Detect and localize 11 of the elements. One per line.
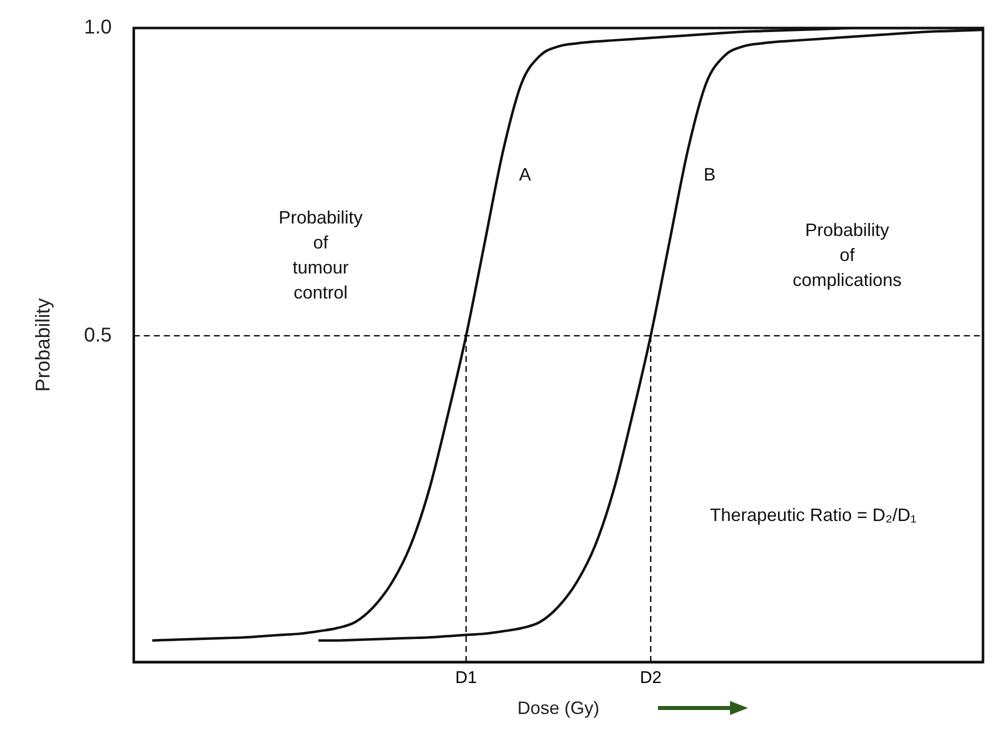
series-label: A xyxy=(519,164,532,185)
x-tick-label: D2 xyxy=(640,668,662,687)
annotation: Probability of complications xyxy=(792,220,902,290)
annotation: Therapeutic Ratio = D₂/D₁ xyxy=(710,505,916,526)
y-tick-label: 0.5 xyxy=(84,324,112,346)
annotation: Probability of tumour control xyxy=(278,208,363,303)
y-tick-label: 1.0 xyxy=(84,16,112,39)
y-axis-title: Probability xyxy=(32,298,55,392)
x-axis-title: Dose (Gy) xyxy=(517,698,600,718)
series-label: B xyxy=(704,164,716,185)
x-tick-label: D1 xyxy=(455,668,477,687)
